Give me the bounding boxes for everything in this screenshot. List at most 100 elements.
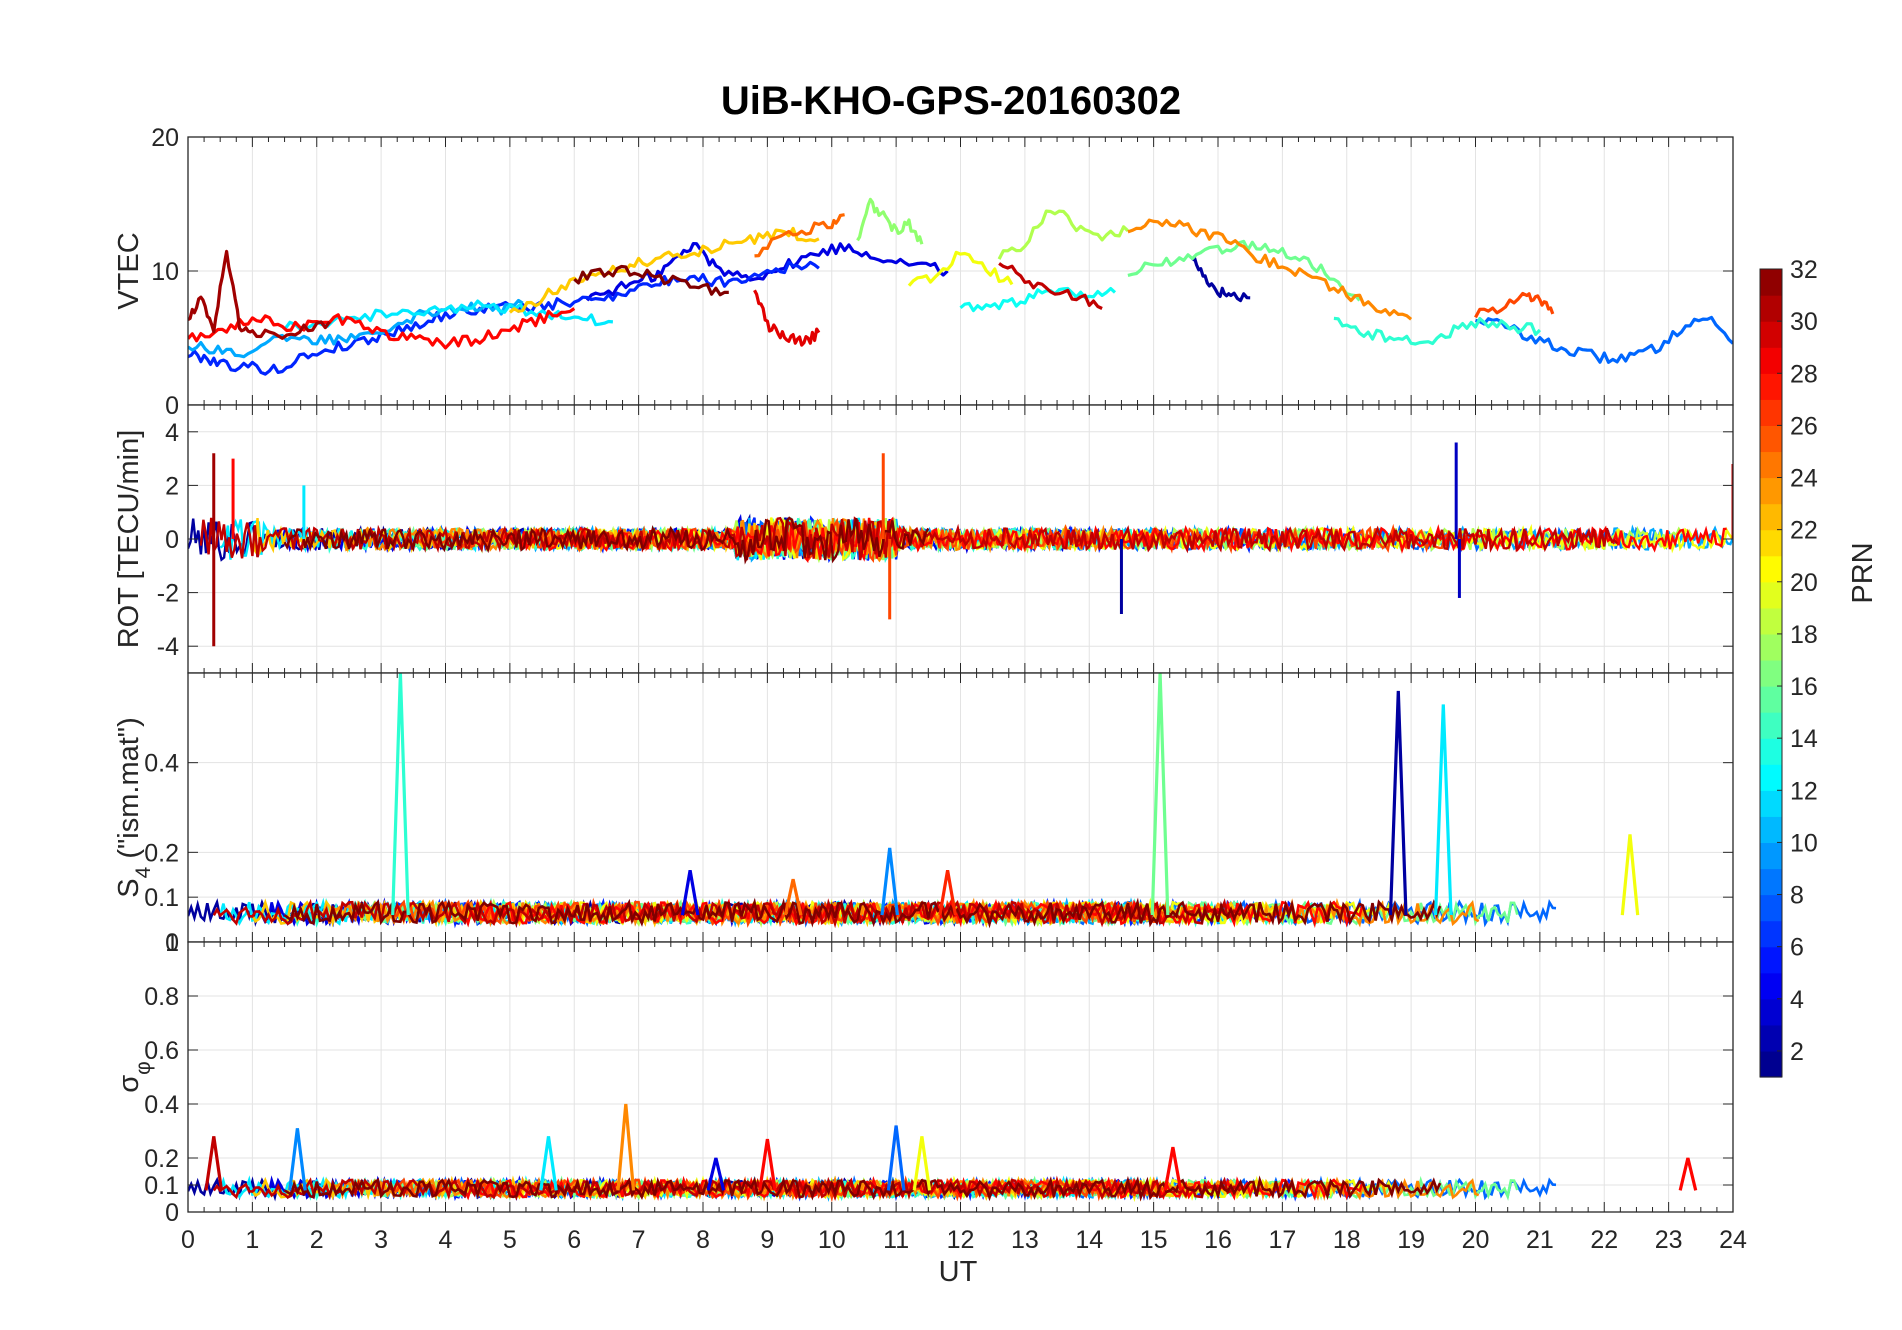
colorbar-segment <box>1760 894 1782 922</box>
spike-prn-20 <box>1620 834 1640 916</box>
colorbar-tick-label: 6 <box>1790 934 1804 962</box>
spike-prn-9 <box>880 847 899 916</box>
colorbar-tick-label: 32 <box>1790 256 1818 284</box>
colorbar-segment <box>1760 633 1782 661</box>
x-tick-label: 7 <box>632 1226 646 1254</box>
x-tick-label: 12 <box>947 1226 975 1254</box>
series-prn-32 <box>573 264 729 297</box>
colorbar-segment <box>1760 659 1782 687</box>
colorbar-segment <box>1760 555 1782 583</box>
x-tick-label: 4 <box>439 1226 453 1254</box>
colorbar-segment <box>1760 920 1782 948</box>
colorbar-segment <box>1760 321 1782 348</box>
x-axis-label: UT <box>939 1256 978 1288</box>
colorbar-segment <box>1760 503 1782 531</box>
y-tick-label: -4 <box>157 633 179 661</box>
s4-data <box>188 673 1640 929</box>
series-prn-31 <box>188 249 331 340</box>
y-axis-label: ROT [TECU/min] <box>113 430 145 649</box>
x-tick-label: 8 <box>696 1226 710 1254</box>
panel-vtec: 0 10 20 VTEC <box>113 124 1734 420</box>
y-tick-label: 10 <box>151 258 179 286</box>
colorbar-segment <box>1760 425 1782 453</box>
y-tick-label: 0 <box>165 392 179 420</box>
sigma_phi-data <box>188 1103 1698 1203</box>
y-axis-label: VTEC <box>113 232 145 309</box>
colorbar-segment <box>1760 607 1782 635</box>
y-tick-label: 0.1 <box>144 1172 179 1200</box>
y-tick-label: 0.4 <box>144 1091 179 1119</box>
x-tick-label: 5 <box>503 1226 517 1254</box>
series-prn-18 <box>997 209 1129 260</box>
spike-prn-30 <box>204 1136 224 1191</box>
colorbar-segment <box>1760 842 1782 870</box>
colorbar-segment <box>1760 686 1782 713</box>
spike-prn-20 <box>912 1136 932 1191</box>
series-prn-8 <box>1475 315 1733 364</box>
series-prn-24 <box>1127 218 1413 321</box>
colorbar-segment <box>1760 1050 1782 1078</box>
colorbar-segment <box>1760 373 1782 400</box>
series-prn-20 <box>907 250 1014 287</box>
y-tick-label: 0.2 <box>144 1145 179 1173</box>
series-prn-32 <box>283 897 1442 929</box>
y-axis-label: σφ <box>113 1061 155 1093</box>
x-tick-label: 10 <box>818 1226 846 1254</box>
colorbar-tick-label: 20 <box>1790 569 1818 597</box>
x-tick-label: 0 <box>181 1226 195 1254</box>
series-prn-17 <box>856 197 924 245</box>
spike-prn-12 <box>539 1136 558 1191</box>
colorbar-segment <box>1760 972 1782 1000</box>
series-prn-13 <box>959 286 1117 313</box>
series-prn-14 <box>1333 316 1542 346</box>
y-tick-label: 2 <box>165 472 179 500</box>
spike-prn-28 <box>758 1138 777 1191</box>
colorbar-tick-label: 18 <box>1790 621 1818 649</box>
y-tick-label: 0 <box>165 929 179 957</box>
x-tick-label: 2 <box>310 1226 324 1254</box>
spike-prn-27 <box>938 870 957 916</box>
x-tick-label: 23 <box>1655 1226 1683 1254</box>
x-tick-label: 3 <box>374 1226 388 1254</box>
x-tick-label: 14 <box>1075 1226 1103 1254</box>
colorbar-tick-label: 14 <box>1790 725 1818 753</box>
spike-prn-28 <box>1163 1146 1183 1191</box>
spike-prn-14 <box>391 673 410 916</box>
colorbar-segment <box>1760 477 1782 505</box>
x-tick-label: 16 <box>1204 1226 1232 1254</box>
y-tick-label: 20 <box>151 124 179 152</box>
panel-s4: 0 0.1 0.2 0.4S4 ("ism.mat") <box>113 672 1734 957</box>
colorbar-tick-label: 22 <box>1790 517 1818 545</box>
colorbar-tick-label: 4 <box>1790 986 1804 1014</box>
x-tick-label: 21 <box>1526 1226 1554 1254</box>
colorbar-segment <box>1760 269 1782 296</box>
colorbar-tick-label: 24 <box>1790 465 1818 493</box>
spike-prn-4 <box>680 870 700 916</box>
colorbar-segment <box>1760 347 1782 374</box>
y-tick-label: 0.1 <box>144 884 179 912</box>
spike-prn-25 <box>783 878 803 916</box>
y-tick-label: 1 <box>165 929 179 957</box>
x-tick-label: 20 <box>1462 1226 1490 1254</box>
colorbar-label: PRN <box>1847 542 1879 603</box>
series-prn-30 <box>998 262 1103 310</box>
colorbar-segment <box>1760 1024 1782 1052</box>
y-tick-label: 0.6 <box>144 1037 179 1065</box>
spike-prn-4 <box>706 1157 726 1191</box>
x-tick-label: 24 <box>1719 1226 1747 1254</box>
colorbar-segment <box>1760 946 1782 974</box>
colorbar-segment <box>1760 738 1782 765</box>
colorbar-segment <box>1760 399 1782 426</box>
series-prn-29 <box>753 289 821 347</box>
spike-prn-2 <box>1388 690 1408 916</box>
x-tick-label: 11 <box>883 1226 909 1254</box>
x-tick-label: 6 <box>567 1226 581 1254</box>
y-axis-label: S4 ("ism.mat") <box>113 717 155 898</box>
series-prn-32 <box>283 516 930 565</box>
x-tick-label: 9 <box>760 1226 774 1254</box>
x-tick-label: 17 <box>1268 1226 1296 1254</box>
series-prn-25 <box>754 213 845 258</box>
